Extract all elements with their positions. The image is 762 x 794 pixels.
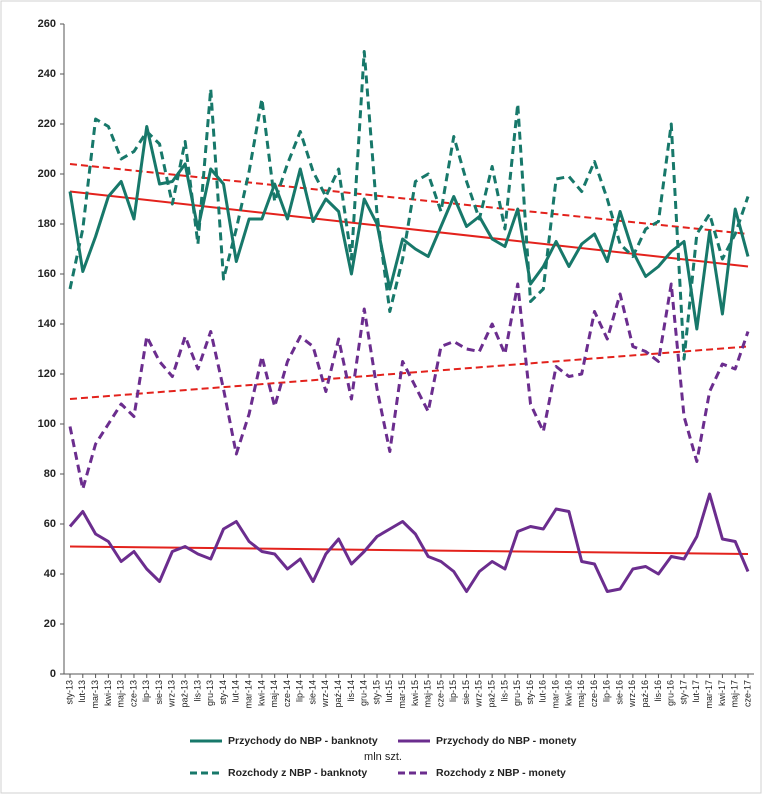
x-tick-label: kwi-15 <box>410 680 420 706</box>
y-tick-label: 240 <box>38 68 56 80</box>
x-tick-label: wrz-15 <box>474 680 484 708</box>
series-line <box>68 492 750 593</box>
x-tick-label: wrz-14 <box>320 680 330 708</box>
y-tick-label: 120 <box>38 368 56 380</box>
series-line <box>68 50 750 361</box>
legend-label: Rozchody z NBP - monety <box>436 767 566 779</box>
y-tick-label: 160 <box>38 268 56 280</box>
series-line <box>68 125 750 331</box>
x-tick-label: lip-13 <box>141 680 151 702</box>
x-tick-label: maj-15 <box>423 680 433 708</box>
x-tick-label: kwi-14 <box>256 680 266 706</box>
x-tick-label: sie-16 <box>614 680 624 705</box>
y-tick-label: 140 <box>38 318 56 330</box>
trend-line <box>69 163 749 235</box>
x-tick-label: sty-17 <box>678 680 688 705</box>
x-tick-label: sty-14 <box>218 680 228 705</box>
x-tick-label: paź-16 <box>640 680 650 708</box>
y-tick-label: 20 <box>44 618 56 630</box>
x-tick-label: cze-14 <box>282 680 292 707</box>
x-tick-label: lis-16 <box>653 680 663 702</box>
x-tick-label: lip-15 <box>448 680 458 702</box>
x-tick-label: kwi-17 <box>717 680 727 706</box>
trend-line <box>69 345 749 400</box>
x-tick-label: cze-17 <box>742 680 752 707</box>
x-tick-label: lis-14 <box>346 680 356 702</box>
y-tick-label: 200 <box>38 168 56 180</box>
x-tick-label: wrz-13 <box>167 680 177 708</box>
x-tick-label: maj-14 <box>269 680 279 708</box>
x-tick-label: lis-15 <box>499 680 509 702</box>
x-tick-label: gru-16 <box>666 680 676 706</box>
x-tick-label: sty-15 <box>371 680 381 705</box>
x-tick-label: maj-17 <box>730 680 740 708</box>
y-tick-label: 80 <box>44 468 56 480</box>
x-tick-label: cze-16 <box>589 680 599 707</box>
y-tick-label: 100 <box>38 418 56 430</box>
x-tick-label: mar-14 <box>243 680 253 709</box>
x-tick-label: lut-15 <box>384 680 394 703</box>
legend-label: Przychody do NBP - banknoty <box>228 735 378 747</box>
x-tick-label: sie-14 <box>307 680 317 705</box>
x-tick-label: mar-16 <box>550 680 560 709</box>
x-tick-label: maj-13 <box>116 680 126 708</box>
x-tick-label: kwi-13 <box>103 680 113 706</box>
x-tick-label: lut-16 <box>538 680 548 703</box>
x-tick-label: sie-13 <box>154 680 164 705</box>
legend-label: Przychody do NBP - monety <box>436 735 577 747</box>
x-tick-label: sie-15 <box>461 680 471 705</box>
legend-label: Rozchody z NBP - banknoty <box>228 767 367 779</box>
x-tick-label: lut-14 <box>231 680 241 703</box>
x-tick-label: cze-15 <box>435 680 445 707</box>
y-tick-label: 180 <box>38 218 56 230</box>
y-axis-unit: mln szt. <box>364 751 402 763</box>
x-tick-label: lis-13 <box>192 680 202 702</box>
y-tick-label: 40 <box>44 568 56 580</box>
x-tick-label: paź-15 <box>487 680 497 708</box>
x-tick-label: kwi-16 <box>563 680 573 706</box>
y-tick-label: 0 <box>50 668 56 680</box>
x-tick-label: paź-13 <box>180 680 190 708</box>
x-tick-label: maj-16 <box>576 680 586 708</box>
x-tick-label: cze-13 <box>128 680 138 707</box>
y-tick-label: 260 <box>38 18 56 30</box>
series-line <box>68 282 750 491</box>
x-tick-label: gru-14 <box>359 680 369 706</box>
x-tick-label: mar-13 <box>90 680 100 709</box>
x-tick-label: sty-16 <box>525 680 535 705</box>
x-tick-label: mar-17 <box>704 680 714 709</box>
x-tick-label: gru-13 <box>205 680 215 706</box>
x-tick-label: lip-14 <box>295 680 305 702</box>
x-tick-label: sty-13 <box>64 680 74 705</box>
x-tick-label: wrz-16 <box>627 680 637 708</box>
y-tick-label: 220 <box>38 118 56 130</box>
x-tick-label: lut-13 <box>77 680 87 703</box>
x-tick-label: mar-15 <box>397 680 407 709</box>
x-tick-label: paź-14 <box>333 680 343 708</box>
x-tick-label: lip-16 <box>602 680 612 702</box>
y-tick-label: 60 <box>44 518 56 530</box>
x-tick-label: lut-17 <box>691 680 701 703</box>
x-tick-label: gru-15 <box>512 680 522 706</box>
